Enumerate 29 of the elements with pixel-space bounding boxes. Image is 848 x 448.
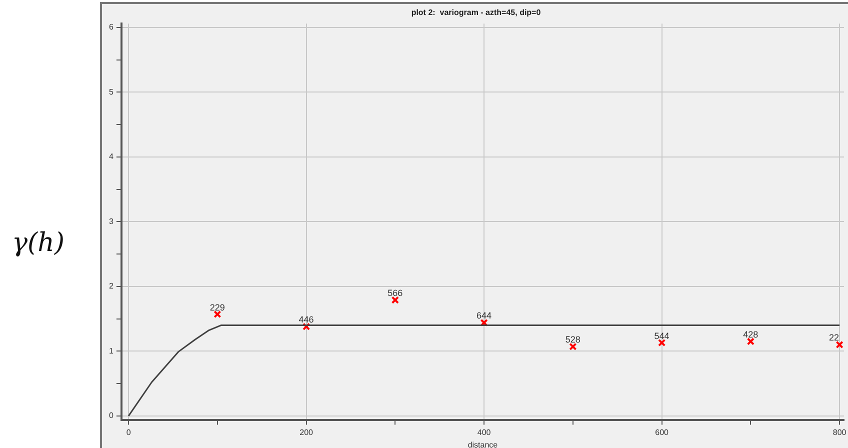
chart-title: plot 2: variogram - azth=45, dip=0 [411, 8, 542, 18]
y-tick-label: 3 [108, 216, 114, 226]
point [569, 342, 577, 350]
y-axis-title: γ(h) [12, 228, 65, 258]
annotation: 544 [654, 330, 670, 341]
y-tick-label: 0 [108, 411, 114, 420]
annotation: 566 [388, 288, 403, 298]
y-tick-label: 2 [108, 282, 114, 291]
point [391, 296, 400, 304]
point [746, 338, 755, 346]
y-tick-label: 5 [108, 87, 114, 96]
x-tick-label: 400 [477, 428, 492, 437]
x-tick-label: 600 [655, 428, 670, 437]
point [480, 318, 488, 327]
point [302, 322, 310, 330]
annotation: 644 [476, 310, 492, 321]
annotation: 446 [298, 314, 314, 325]
x-tick-label: 800 [832, 428, 847, 437]
annotation: 22 [828, 332, 840, 343]
y-tick-label: 4 [108, 152, 114, 162]
x-tick-label: 200 [300, 428, 314, 437]
annotation: 428 [743, 329, 758, 340]
x-axis-title: distance [468, 440, 498, 448]
y-tick-label: 6 [108, 22, 114, 32]
annotation: 528 [565, 334, 580, 345]
x-tick-label: 0 [126, 428, 132, 437]
point [836, 340, 844, 349]
y-tick-label: 1 [108, 346, 114, 356]
annotation: 229 [210, 302, 225, 312]
